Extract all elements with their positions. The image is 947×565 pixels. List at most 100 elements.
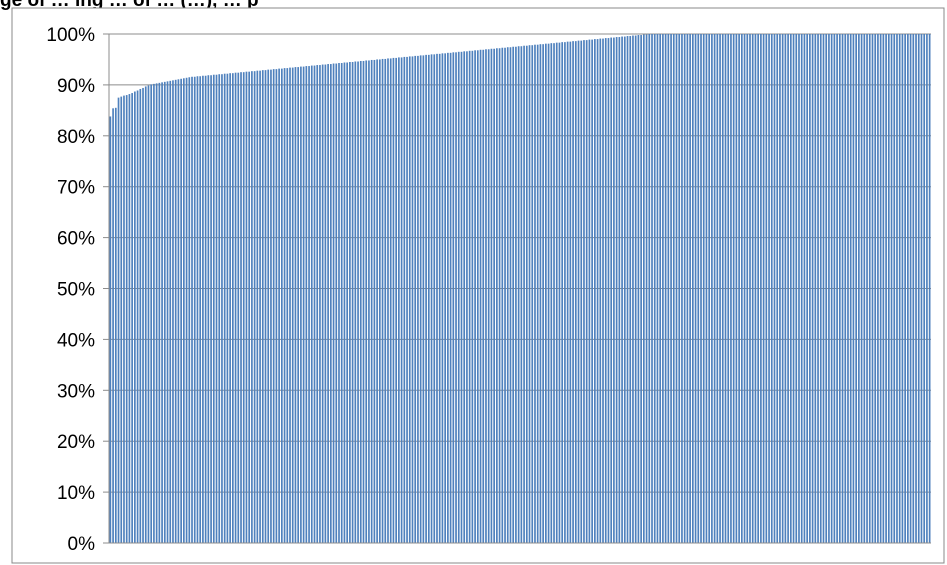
y-tick-label: 30%	[57, 381, 95, 402]
bar	[915, 34, 917, 543]
bar	[490, 48, 493, 543]
bar	[147, 85, 150, 543]
bar	[506, 47, 509, 543]
bar	[757, 34, 760, 543]
bar	[809, 34, 811, 543]
bar	[651, 34, 653, 543]
bar	[662, 34, 664, 543]
bar	[855, 34, 857, 543]
bar	[433, 54, 436, 544]
bar	[602, 38, 604, 543]
bar	[917, 34, 920, 543]
bar	[485, 49, 487, 544]
bar	[621, 36, 623, 544]
bar	[153, 83, 155, 543]
bar	[572, 41, 574, 543]
bar	[441, 53, 444, 544]
bar	[297, 67, 300, 543]
bar	[904, 34, 906, 543]
bar	[637, 35, 640, 544]
bar	[327, 64, 329, 543]
bar	[294, 67, 297, 543]
bar	[789, 34, 792, 543]
bar	[373, 59, 376, 544]
bar	[191, 76, 193, 543]
bar	[403, 56, 406, 543]
bar	[792, 34, 795, 543]
bar	[787, 34, 789, 543]
bar	[487, 49, 490, 544]
bar	[708, 34, 711, 543]
bar	[732, 34, 735, 543]
bar	[683, 34, 686, 543]
bar	[577, 40, 580, 544]
bar	[749, 34, 751, 543]
bar	[232, 73, 234, 543]
chart-title-fragment: ge of … ing … of … (…), … p	[0, 0, 259, 11]
bar	[721, 34, 724, 543]
bar	[800, 34, 803, 543]
bar	[120, 96, 123, 544]
bar	[874, 34, 877, 543]
y-tick-label: 20%	[57, 432, 95, 453]
bar	[893, 34, 896, 543]
bar	[896, 34, 898, 543]
bar	[136, 90, 139, 543]
bar	[193, 76, 196, 543]
bar	[550, 43, 553, 543]
bar	[335, 63, 338, 544]
bar	[349, 62, 351, 543]
y-tick-label: 90%	[57, 76, 95, 97]
bar	[588, 39, 591, 543]
bar	[251, 71, 253, 543]
bar	[523, 45, 525, 544]
bar	[716, 34, 719, 543]
bar	[534, 44, 536, 543]
bar	[604, 38, 607, 543]
bar	[221, 74, 223, 544]
bar	[368, 60, 370, 543]
bar	[365, 60, 368, 543]
bar	[319, 65, 321, 544]
bar	[275, 69, 278, 544]
bar	[694, 34, 697, 543]
y-tick-label: 60%	[57, 229, 95, 250]
bar	[569, 41, 572, 543]
bar	[711, 34, 713, 543]
bar	[278, 68, 280, 544]
bar	[496, 48, 498, 543]
bar	[754, 34, 757, 543]
bar	[912, 34, 915, 543]
bar	[460, 51, 463, 544]
bar	[700, 34, 702, 543]
bar	[828, 34, 830, 543]
bar	[316, 65, 319, 544]
bar	[517, 46, 520, 543]
bar	[286, 68, 289, 543]
bar	[555, 42, 558, 544]
bar	[528, 45, 531, 543]
bar	[400, 57, 403, 543]
bar	[125, 95, 128, 543]
bar	[811, 34, 814, 543]
bar	[144, 86, 147, 544]
bar	[291, 67, 294, 543]
bar	[161, 82, 163, 543]
bar	[196, 76, 199, 543]
bar	[689, 34, 691, 543]
y-axis: 0% 10% 20% 30% 40% 50% 60% 70% 80% 90% 100%	[46, 25, 931, 555]
bar	[305, 66, 308, 543]
y-tick-label: 50%	[57, 280, 95, 301]
bar	[321, 64, 324, 543]
bar	[738, 34, 740, 543]
bar	[672, 34, 675, 543]
bar	[866, 34, 868, 543]
bar	[691, 34, 694, 543]
bar	[926, 34, 928, 543]
bar	[150, 84, 153, 543]
bar	[329, 64, 332, 543]
bar	[887, 34, 890, 543]
bar	[370, 59, 373, 544]
bar	[719, 34, 721, 543]
